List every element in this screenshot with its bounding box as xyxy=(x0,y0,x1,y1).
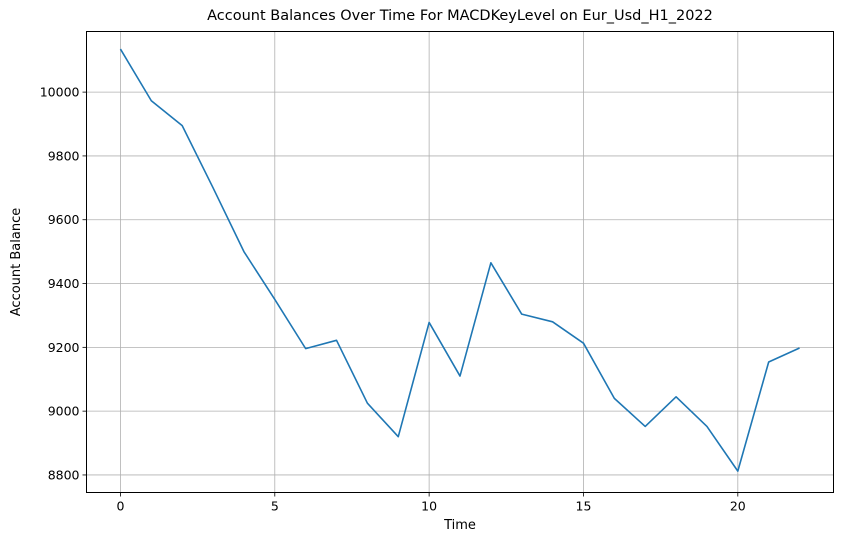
plot-frame xyxy=(86,31,834,493)
y-tick-label: 9400 xyxy=(48,276,80,291)
x-tick-label: 10 xyxy=(421,499,437,514)
y-tick-label: 10000 xyxy=(40,85,80,100)
x-axis-label: Time xyxy=(443,518,476,533)
ticks: 0 5 10 15 20 8800 9000 9200 9400 9600 9800 10000 xyxy=(40,85,746,514)
x-tick-label: 5 xyxy=(271,499,279,514)
y-tick-label: 9800 xyxy=(48,148,80,163)
gridlines xyxy=(86,31,834,493)
y-tick-label: 9000 xyxy=(48,404,80,419)
x-tick-label: 15 xyxy=(576,499,592,514)
y-tick-label: 9200 xyxy=(48,340,80,355)
x-tick-label: 20 xyxy=(730,499,746,514)
chart-title: Account Balances Over Time For MACDKeyLe… xyxy=(207,8,713,24)
x-tick-label: 0 xyxy=(116,499,124,514)
y-tick-label: 8800 xyxy=(48,467,80,482)
series-line-group xyxy=(119,48,800,472)
y-tick-label: 9600 xyxy=(48,212,80,227)
y-axis-label: Account Balance xyxy=(9,208,24,316)
